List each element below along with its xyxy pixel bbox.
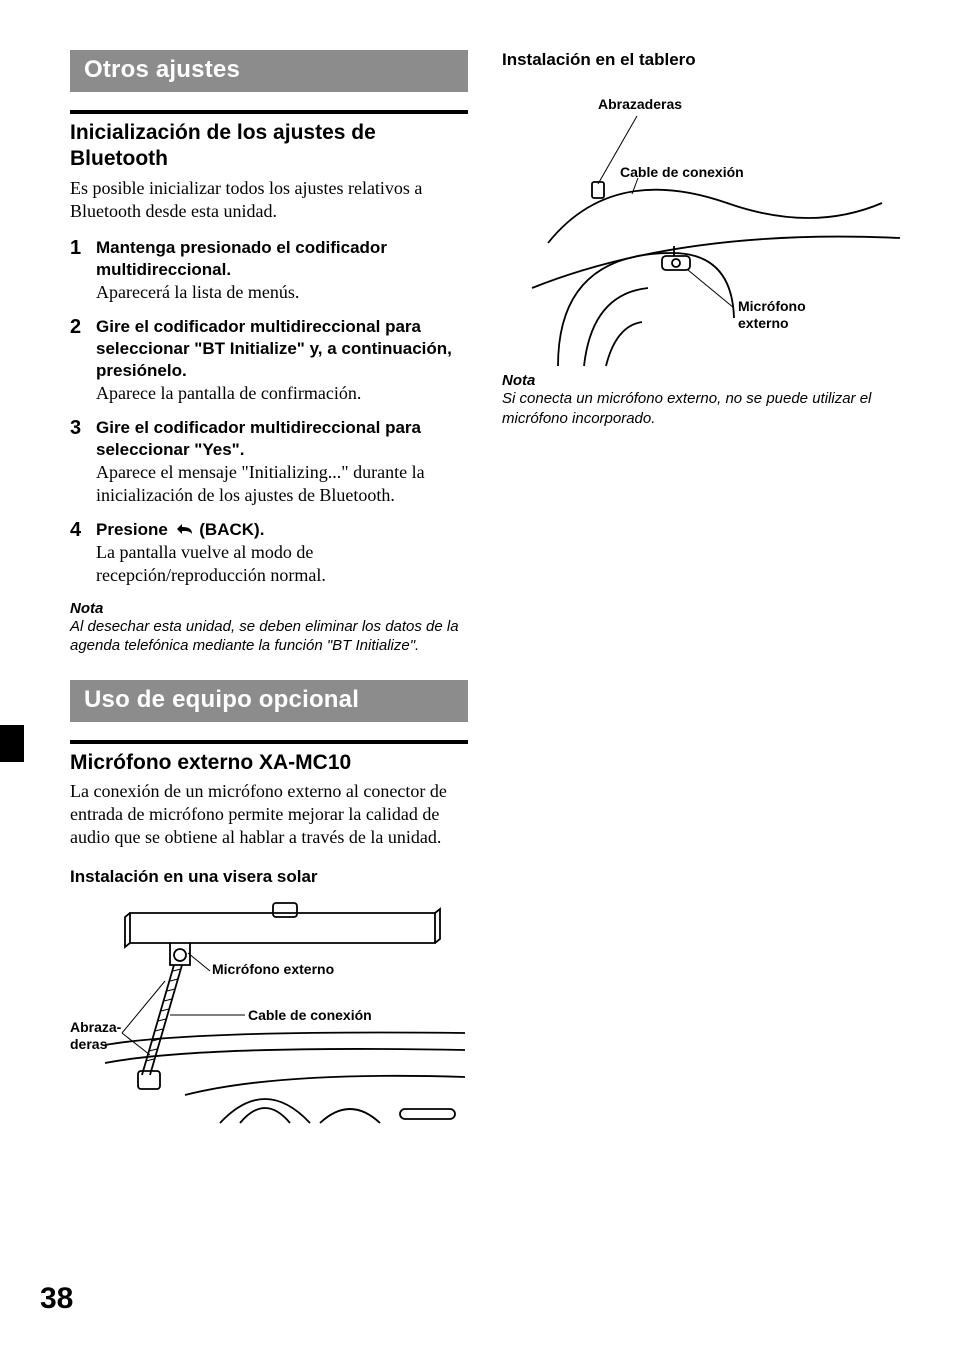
step-text-pre: Presione [96, 520, 173, 539]
page-number: 38 [40, 1282, 73, 1316]
subheading-visor: Instalación en una visera solar [70, 867, 468, 887]
rule [70, 110, 468, 114]
step-result: Aparecerá la lista de menús. [96, 281, 468, 304]
visor-callout-cable: Cable de conexión [248, 1007, 372, 1024]
step-body: Gire el codificador multidireccional par… [96, 417, 468, 507]
step-2: 2 Gire el codificador multidireccional p… [70, 316, 468, 405]
note-body: Si conecta un micrófono externo, no se p… [502, 389, 900, 428]
rule [70, 740, 468, 744]
step-number: 3 [70, 417, 96, 507]
page: Otros ajustes Inicialización de los ajus… [0, 0, 954, 1352]
right-column: Instalación en el tablero [502, 50, 900, 1125]
step-body: Gire el codificador multidireccional par… [96, 316, 468, 405]
step-body: Presione (BACK). La pantalla vuelve al m… [96, 519, 468, 587]
step-text-post: (BACK). [195, 520, 265, 539]
step-number: 4 [70, 519, 96, 587]
step-4: 4 Presione (BACK). La pantalla vuelve al… [70, 519, 468, 587]
section-bar-equipo-opcional: Uso de equipo opcional [70, 680, 468, 722]
step-result: Aparece el mensaje "Initializing..." dur… [96, 461, 468, 507]
visor-callout-clips: Abraza- deras [70, 1019, 121, 1053]
steps-list: 1 Mantenga presionado el codificador mul… [70, 237, 468, 588]
step-number: 2 [70, 316, 96, 405]
note-body: Al desechar esta unidad, se deben elimin… [70, 617, 468, 656]
dash-callout-mic: Micrófono externo [738, 298, 828, 332]
step-number: 1 [70, 237, 96, 304]
step-result: Aparece la pantalla de confirmación. [96, 382, 468, 405]
step-instruction: Gire el codificador multidireccional par… [96, 316, 468, 382]
note-label: Nota [502, 372, 900, 389]
edge-tab [0, 725, 24, 762]
step-3: 3 Gire el codificador multidireccional p… [70, 417, 468, 507]
step-body: Mantenga presionado el codificador multi… [96, 237, 468, 304]
section-title: Uso de equipo opcional [84, 686, 359, 713]
visor-callout-mic: Micrófono externo [212, 961, 334, 978]
step-instruction: Mantenga presionado el codificador multi… [96, 237, 468, 281]
step-instruction: Gire el codificador multidireccional par… [96, 417, 468, 461]
columns: Otros ajustes Inicialización de los ajus… [70, 50, 899, 1125]
section-title: Otros ajustes [84, 56, 240, 83]
heading-microphone: Micrófono externo XA-MC10 [70, 750, 468, 776]
note-label: Nota [70, 600, 468, 617]
dashboard-diagram: Abrazaderas Cable de conexión Micrófono … [502, 78, 900, 368]
subheading-dashboard: Instalación en el tablero [502, 50, 900, 70]
heading-bluetooth-init: Inicialización de los ajustes de Bluetoo… [70, 120, 468, 173]
dashboard-illustration [502, 78, 900, 368]
dash-callout-clips: Abrazaderas [598, 96, 682, 113]
step-1: 1 Mantenga presionado el codificador mul… [70, 237, 468, 304]
back-icon [173, 521, 195, 537]
paragraph: La conexión de un micrófono externo al c… [70, 780, 468, 849]
visor-diagram: Micrófono externo Cable de conexión Abra… [70, 895, 468, 1125]
step-instruction: Presione (BACK). [96, 519, 468, 541]
step-result: La pantalla vuelve al modo de recepción/… [96, 541, 468, 587]
left-column: Otros ajustes Inicialización de los ajus… [70, 50, 468, 1125]
section-bar-otros-ajustes: Otros ajustes [70, 50, 468, 92]
dash-callout-cable: Cable de conexión [620, 164, 744, 181]
paragraph: Es posible inicializar todos los ajustes… [70, 177, 468, 223]
